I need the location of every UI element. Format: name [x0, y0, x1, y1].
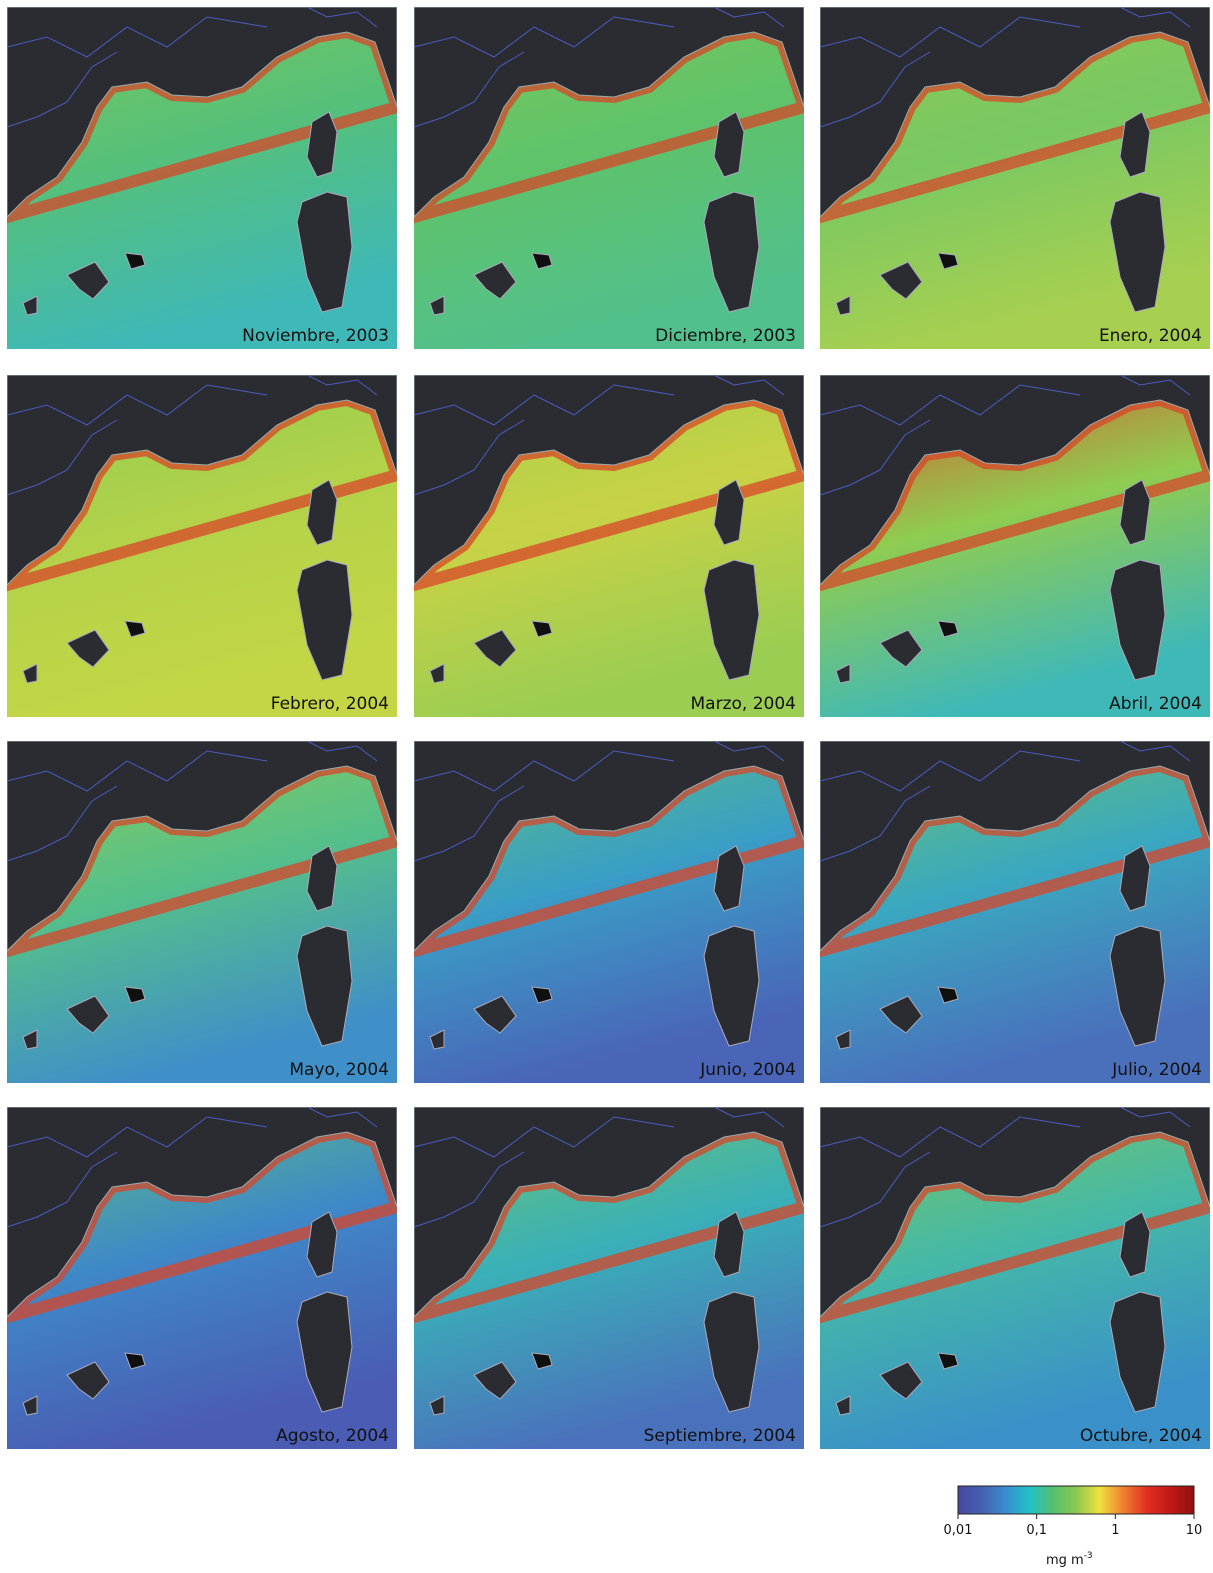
panel-label: Noviembre, 2003	[242, 326, 389, 346]
map-panel: Diciembre, 2003	[414, 7, 804, 349]
map-panel: Marzo, 2004	[414, 375, 804, 717]
panel-label: Mayo, 2004	[289, 1060, 389, 1080]
panel-label: Abril, 2004	[1109, 694, 1202, 714]
unit-label: mg m-3	[1046, 1551, 1093, 1568]
tick-label: 1	[1111, 1523, 1119, 1538]
map-panel: Febrero, 2004	[7, 375, 397, 717]
panel-label: Marzo, 2004	[691, 694, 796, 714]
panel-label: Febrero, 2004	[271, 694, 389, 714]
panel-label: Junio, 2004	[699, 1060, 796, 1080]
map-panel: Junio, 2004	[414, 741, 804, 1083]
map-panel: Enero, 2004	[820, 7, 1210, 349]
map-panel: Julio, 2004	[820, 741, 1210, 1083]
colorbar-scale	[958, 1486, 1194, 1514]
panel-label: Enero, 2004	[1099, 326, 1202, 346]
panel-label: Julio, 2004	[1111, 1060, 1202, 1080]
map-panel: Octubre, 2004	[820, 1107, 1210, 1449]
tick-label: 0,1	[1026, 1523, 1047, 1538]
map-panel: Septiembre, 2004	[414, 1107, 804, 1449]
tick-label: 0,01	[944, 1523, 973, 1538]
map-panel: Noviembre, 2003	[7, 7, 397, 349]
unit-text: mg m	[1046, 1553, 1084, 1568]
figure: Noviembre, 2003 Diciembre, 2003 Enero, 200…	[0, 0, 1213, 1573]
map-panel: Abril, 2004	[820, 375, 1210, 717]
panel-label: Septiembre, 2004	[644, 1426, 796, 1446]
map-panel: Agosto, 2004	[7, 1107, 397, 1449]
panel-label: Octubre, 2004	[1080, 1426, 1202, 1446]
colorbar: 0,01 0,1 1 10 mg m-3	[944, 1486, 1203, 1568]
tick-label: 10	[1186, 1523, 1203, 1538]
unit-exponent: -3	[1084, 1551, 1093, 1561]
map-panel: Mayo, 2004	[7, 741, 397, 1083]
panel-label: Agosto, 2004	[276, 1426, 389, 1446]
panel-grid: Noviembre, 2003 Diciembre, 2003 Enero, 200…	[7, 7, 1210, 1449]
panel-label: Diciembre, 2003	[655, 326, 796, 346]
